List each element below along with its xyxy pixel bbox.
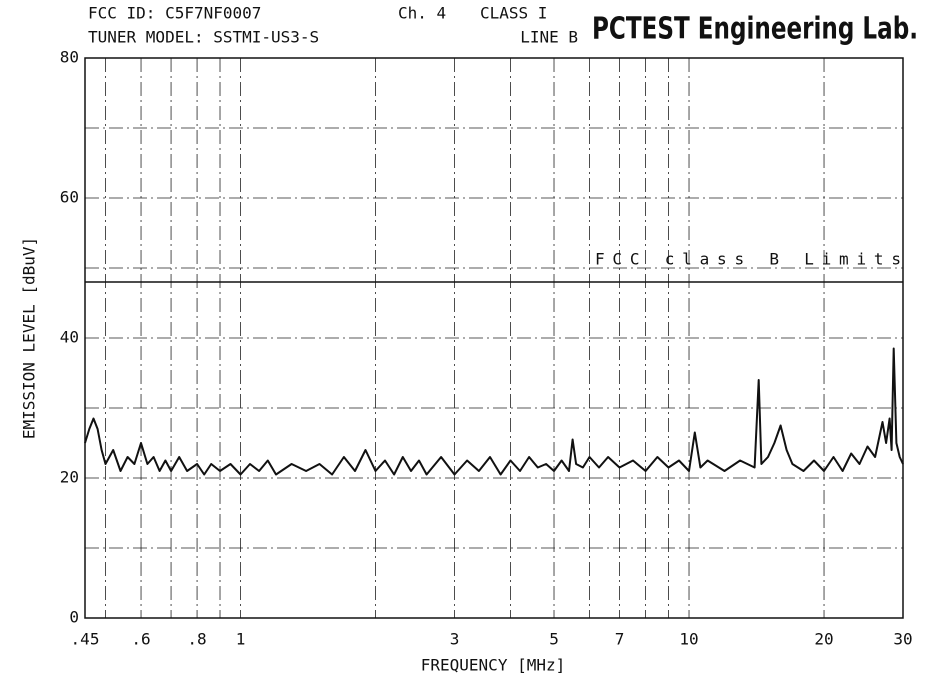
limit-label: FCC class B Limits	[595, 250, 901, 269]
x-tick-label: 30	[893, 630, 912, 649]
header-channel: Ch. 4	[398, 4, 446, 23]
header-tuner: TUNER MODEL: SSTMI-US3-S	[88, 28, 319, 47]
x-tick-label: .8	[187, 630, 206, 649]
y-axis-label: EMISSION LEVEL [dBuV]	[20, 237, 39, 439]
x-tick-label: 5	[549, 630, 559, 649]
header-line: LINE B	[520, 28, 578, 47]
header-lab: PCTEST Engineering Lab.	[592, 12, 918, 47]
x-tick-label: .45	[71, 630, 100, 649]
y-tick-label: 60	[60, 188, 79, 207]
x-tick-label: 3	[450, 630, 460, 649]
y-tick-label: 20	[60, 468, 79, 487]
x-tick-label: 10	[679, 630, 698, 649]
data-line	[84, 347, 904, 476]
x-tick-label: 20	[814, 630, 833, 649]
header-fcc-id: FCC ID: C5F7NF0007	[88, 4, 261, 23]
x-tick-label: 7	[615, 630, 625, 649]
header-class: CLASS I	[480, 4, 547, 23]
y-tick-label: 80	[60, 48, 79, 67]
y-tick-label: 0	[69, 608, 79, 627]
plot-frame	[84, 57, 904, 619]
y-tick-label: 40	[60, 328, 79, 347]
x-axis-label: FREQUENCY [MHz]	[421, 656, 566, 675]
x-tick-label: .6	[131, 630, 150, 649]
x-tick-label: 1	[236, 630, 246, 649]
